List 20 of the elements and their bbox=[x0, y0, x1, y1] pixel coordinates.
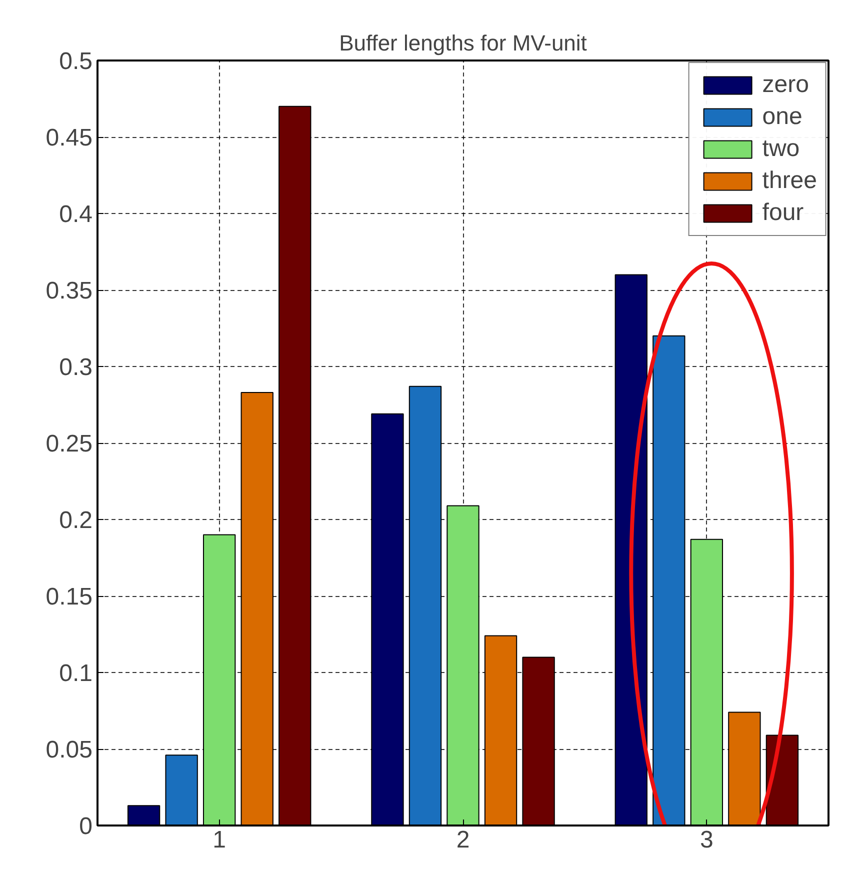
y-tick-label: 0.25 bbox=[46, 430, 93, 458]
y-tick-label: 0.2 bbox=[59, 507, 93, 534]
y-tick-label: 0 bbox=[79, 813, 93, 840]
y-tick-label: 0.5 bbox=[59, 48, 93, 75]
x-tick-label: 2 bbox=[456, 826, 470, 854]
y-tick-label: 0.1 bbox=[59, 660, 93, 687]
y-tick-label: 0.35 bbox=[46, 278, 93, 304]
x-tick-label: 1 bbox=[212, 826, 226, 854]
legend-label: one bbox=[762, 103, 802, 131]
legend-label: four bbox=[762, 199, 804, 227]
x-tick-label: 3 bbox=[700, 826, 714, 854]
chart-title: Buffer lengths for MV-unit bbox=[339, 30, 587, 56]
y-tick-label: 0.4 bbox=[59, 201, 93, 228]
y-tick-label: 0.3 bbox=[59, 354, 93, 381]
legend-label: two bbox=[762, 135, 800, 163]
y-tick-label: 0.05 bbox=[46, 736, 93, 764]
legend-label: three bbox=[762, 167, 817, 195]
y-tick-label: 0.15 bbox=[46, 584, 93, 610]
legend-label: zero bbox=[762, 71, 809, 99]
y-tick-label: 0.45 bbox=[46, 124, 93, 152]
